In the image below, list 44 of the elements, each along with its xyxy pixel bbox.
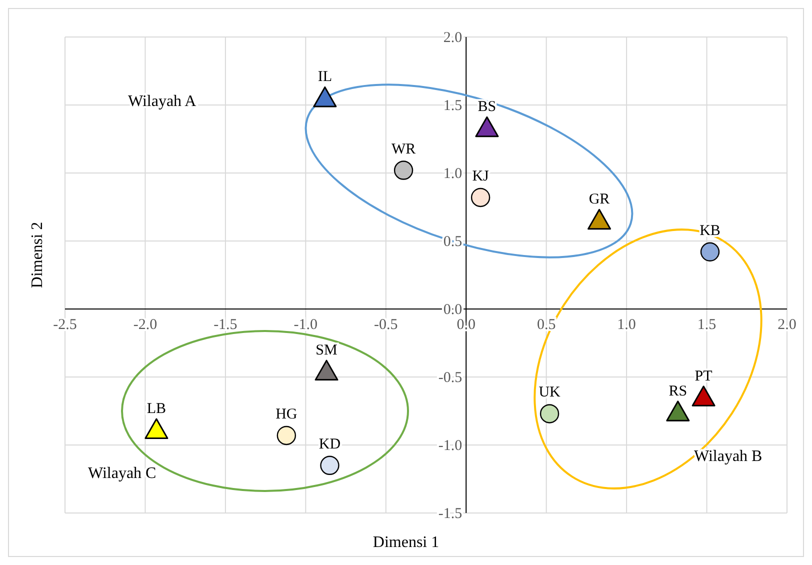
y-tick-label: -0.5 xyxy=(438,370,462,386)
point xyxy=(475,116,499,138)
point xyxy=(394,160,414,180)
series-label: BS xyxy=(478,99,496,116)
series-label: GR xyxy=(588,192,610,208)
x-tick-label: -2.5 xyxy=(53,317,77,333)
point xyxy=(320,456,340,475)
y-tick-label: 1.0 xyxy=(443,166,462,182)
y-tick-label: -1.5 xyxy=(438,506,462,522)
series-label: KJ xyxy=(472,168,490,184)
x-tick-label: -0.5 xyxy=(374,317,398,333)
point xyxy=(314,360,338,381)
point xyxy=(470,188,490,208)
x-tick-label: 1.0 xyxy=(617,317,636,333)
point xyxy=(313,86,337,108)
series-label: SM xyxy=(316,342,338,359)
y-tick-label: -1.0 xyxy=(438,438,462,454)
x-tick-label: 1.5 xyxy=(697,317,716,333)
point xyxy=(666,400,690,422)
y-axis-title: Dimensi 2 xyxy=(29,222,46,288)
point xyxy=(692,386,716,406)
series-label: WR xyxy=(391,141,416,158)
series-label: KD xyxy=(318,436,341,452)
point xyxy=(144,418,168,440)
x-tick-label: -1.0 xyxy=(294,317,318,333)
series-label: HG xyxy=(276,406,298,422)
x-tick-label: -1.5 xyxy=(214,317,238,333)
y-tick-label: 2.0 xyxy=(443,30,462,46)
x-axis-title: Dimensi 1 xyxy=(372,534,440,551)
annotation: Wilayah B xyxy=(694,448,762,465)
series-label: LB xyxy=(146,401,166,418)
y-tick-label: 1.5 xyxy=(443,98,462,114)
point xyxy=(588,208,612,230)
annotation: Wilayah A xyxy=(128,93,197,110)
series-label: UK xyxy=(538,384,561,401)
x-tick-label: -2.0 xyxy=(133,317,158,333)
point xyxy=(700,242,720,262)
x-tick-label: 2.0 xyxy=(778,317,796,333)
annotation: Wilayah C xyxy=(88,465,156,482)
series-label: IL xyxy=(318,69,332,86)
point xyxy=(540,404,560,424)
series-label: RS xyxy=(668,383,688,400)
point xyxy=(276,426,296,446)
series-label: PT xyxy=(694,368,712,384)
